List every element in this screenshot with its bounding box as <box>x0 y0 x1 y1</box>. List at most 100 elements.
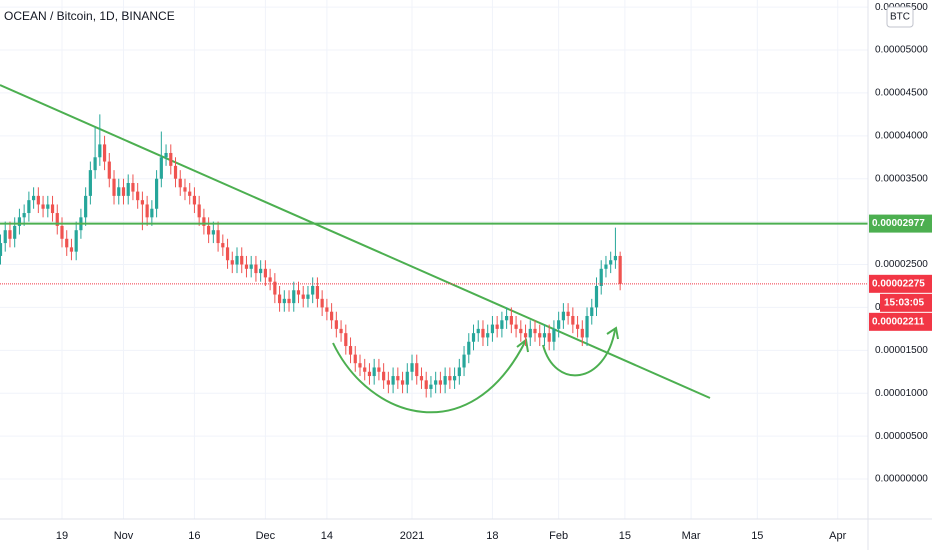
candle-body <box>528 328 532 338</box>
candle-body <box>538 333 542 338</box>
candle-body <box>188 191 192 196</box>
candle-body <box>609 260 613 265</box>
candle-body <box>571 315 575 325</box>
candle-body <box>69 247 74 252</box>
candle-body <box>542 333 547 338</box>
candle-body <box>126 183 130 196</box>
candle-body <box>448 376 452 381</box>
candle-body <box>207 225 211 235</box>
candle-body <box>93 157 97 171</box>
trend-line <box>0 84 711 399</box>
candle-body <box>580 328 584 338</box>
candle-body <box>585 315 589 338</box>
candle-body <box>396 376 400 381</box>
x-tick-label: Apr <box>829 530 846 542</box>
drawings <box>0 84 711 414</box>
candle-body <box>495 324 499 329</box>
price-annotation: 15:03:05 <box>884 297 924 308</box>
candle-body <box>594 285 599 308</box>
candle-body <box>230 260 234 265</box>
candle-body <box>8 230 12 239</box>
candle-body <box>367 371 372 377</box>
candle-body <box>325 307 329 312</box>
candle-body <box>117 187 121 196</box>
candle-body <box>240 255 244 265</box>
candle-body <box>221 243 225 248</box>
candle-body <box>467 341 471 355</box>
candle-body <box>481 328 485 338</box>
candle-body <box>547 333 551 342</box>
candle-body <box>557 320 561 329</box>
candle-body <box>552 328 556 342</box>
candle-body <box>60 225 64 239</box>
candle-body <box>618 255 622 284</box>
candle-body <box>505 315 509 321</box>
candle-body <box>415 363 419 377</box>
candle-body <box>164 152 168 158</box>
candle-body <box>173 165 178 179</box>
candle-body <box>259 268 263 274</box>
candle-body <box>382 371 386 381</box>
candle-body <box>273 281 277 295</box>
y-tick-label: 0.00005000 <box>875 45 928 56</box>
candle-body <box>102 144 107 162</box>
y-tick-label: 0.00000000 <box>875 474 928 485</box>
candle-body <box>462 354 466 368</box>
y-tick-label: 0.00000500 <box>875 431 928 442</box>
candle-body <box>429 384 433 389</box>
candle-body <box>443 376 447 385</box>
currency[interactable]: BTC <box>890 12 910 23</box>
candle-body <box>410 363 414 372</box>
chart-title: OCEAN / Bitcoin, 1D, BINANCE <box>4 9 175 23</box>
candle-body <box>400 380 405 385</box>
candle-body <box>486 333 490 338</box>
price-lines <box>0 222 868 285</box>
candle-body <box>263 268 267 278</box>
candle-body <box>65 238 69 248</box>
candle-body <box>46 204 50 209</box>
candle-body <box>17 217 22 226</box>
candle-body <box>169 152 173 166</box>
candle-body <box>287 298 291 304</box>
y-tick-label: 0.00001500 <box>875 345 928 356</box>
candle-body <box>154 178 159 209</box>
x-tick-label: 14 <box>321 530 333 542</box>
candles <box>0 114 622 398</box>
candle-body <box>88 170 92 196</box>
candle-body <box>301 294 305 299</box>
currency-box[interactable] <box>886 6 914 28</box>
candle-body <box>344 333 348 347</box>
candle-body <box>419 376 424 381</box>
candle-body <box>121 187 126 196</box>
candle-body <box>145 204 149 218</box>
x-tick-label: 15 <box>619 530 631 542</box>
candle-body <box>434 380 438 385</box>
candle-body <box>22 213 26 218</box>
candle-body <box>131 183 135 192</box>
candle-body <box>216 230 220 244</box>
candle-body <box>320 298 324 308</box>
candle-body <box>348 346 353 355</box>
candle-body <box>74 230 78 252</box>
y-tick-label: 0.00004000 <box>875 130 928 141</box>
candle-body <box>178 178 182 188</box>
candle-body <box>268 277 272 282</box>
x-tick-label: Dec <box>256 530 276 542</box>
candle-body <box>363 367 367 372</box>
x-tick-label: 2021 <box>400 530 424 542</box>
axis-labels: 0.00000000 0.00000500 0.00001000 0.00001500… <box>56 2 932 542</box>
candle-body <box>27 200 31 214</box>
candle-body <box>599 268 603 286</box>
x-tick-label: Nov <box>114 530 134 542</box>
candle-body <box>249 264 253 269</box>
price-label: 0.00002275 <box>872 278 925 289</box>
cup-arc <box>332 341 526 414</box>
y-tick-label: 0.00003500 <box>875 173 928 184</box>
price-axis <box>868 0 932 519</box>
handle-arc <box>542 329 616 377</box>
candle-body <box>330 311 334 321</box>
price-label-box <box>869 214 932 233</box>
candle-body <box>183 187 187 192</box>
candle-body <box>277 294 282 304</box>
